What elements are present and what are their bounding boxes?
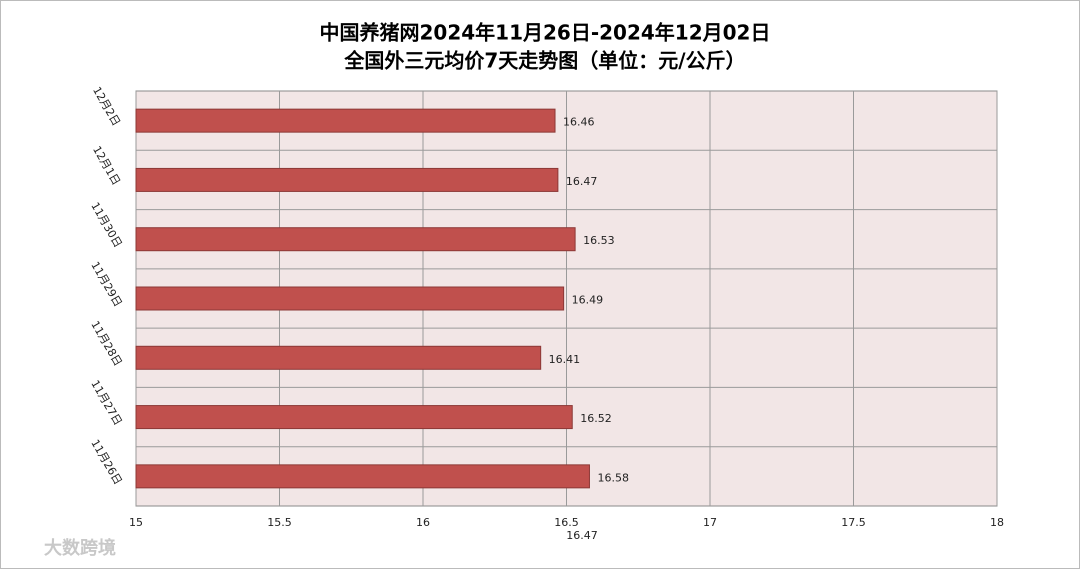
chart-subtitle: 全国外三元均价7天走势图（单位：元/公斤） <box>343 49 745 73</box>
bar <box>135 464 590 489</box>
bar <box>135 286 565 311</box>
value-label: 16.58 <box>597 471 629 484</box>
value-label: 16.52 <box>580 412 612 425</box>
annotation: 16.47 <box>566 529 598 542</box>
x-tick-label: 15 <box>129 516 143 529</box>
bar <box>135 108 556 133</box>
value-label: 16.53 <box>583 234 615 247</box>
bar <box>135 227 576 252</box>
value-label: 16.46 <box>563 116 595 129</box>
watermark: 大数跨境 <box>44 537 116 559</box>
x-tick-label: 17 <box>703 516 717 529</box>
value-label: 16.47 <box>566 175 598 188</box>
bar <box>135 345 542 370</box>
value-label: 16.49 <box>572 294 604 307</box>
value-label: 16.41 <box>549 353 581 366</box>
bar <box>135 405 573 430</box>
chart-title: 中国养猪网2024年11月26日-2024年12月02日 <box>320 21 771 45</box>
x-tick-label: 18 <box>990 516 1004 529</box>
x-tick-label: 16 <box>416 516 430 529</box>
x-tick-label: 17.5 <box>841 516 866 529</box>
x-tick-label: 16.5 <box>554 516 579 529</box>
bar <box>135 167 559 192</box>
x-tick-label: 15.5 <box>267 516 292 529</box>
